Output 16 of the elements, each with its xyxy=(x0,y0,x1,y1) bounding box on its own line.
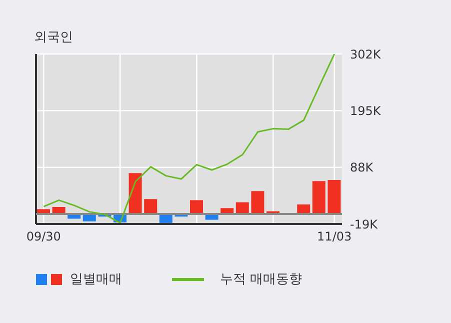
y-tick-label: 195K xyxy=(350,104,382,118)
legend-label: 일별매매 xyxy=(70,271,122,288)
chart-title: 외국인 xyxy=(34,29,73,46)
bar xyxy=(236,202,249,214)
bar xyxy=(312,181,326,214)
legend-label: 누적 매매동향 xyxy=(220,271,302,288)
x-tick-label: 09/30 xyxy=(26,230,61,244)
y-tick-label: 302K xyxy=(350,47,382,62)
bar xyxy=(328,180,341,214)
bar xyxy=(144,199,158,214)
y-tick-label: 88K xyxy=(350,160,374,175)
x-tick-label: 11/03 xyxy=(317,230,352,244)
line-series xyxy=(42,54,336,224)
bar xyxy=(251,191,264,214)
y-tick-label: -19K xyxy=(350,217,379,232)
bar xyxy=(190,200,203,214)
